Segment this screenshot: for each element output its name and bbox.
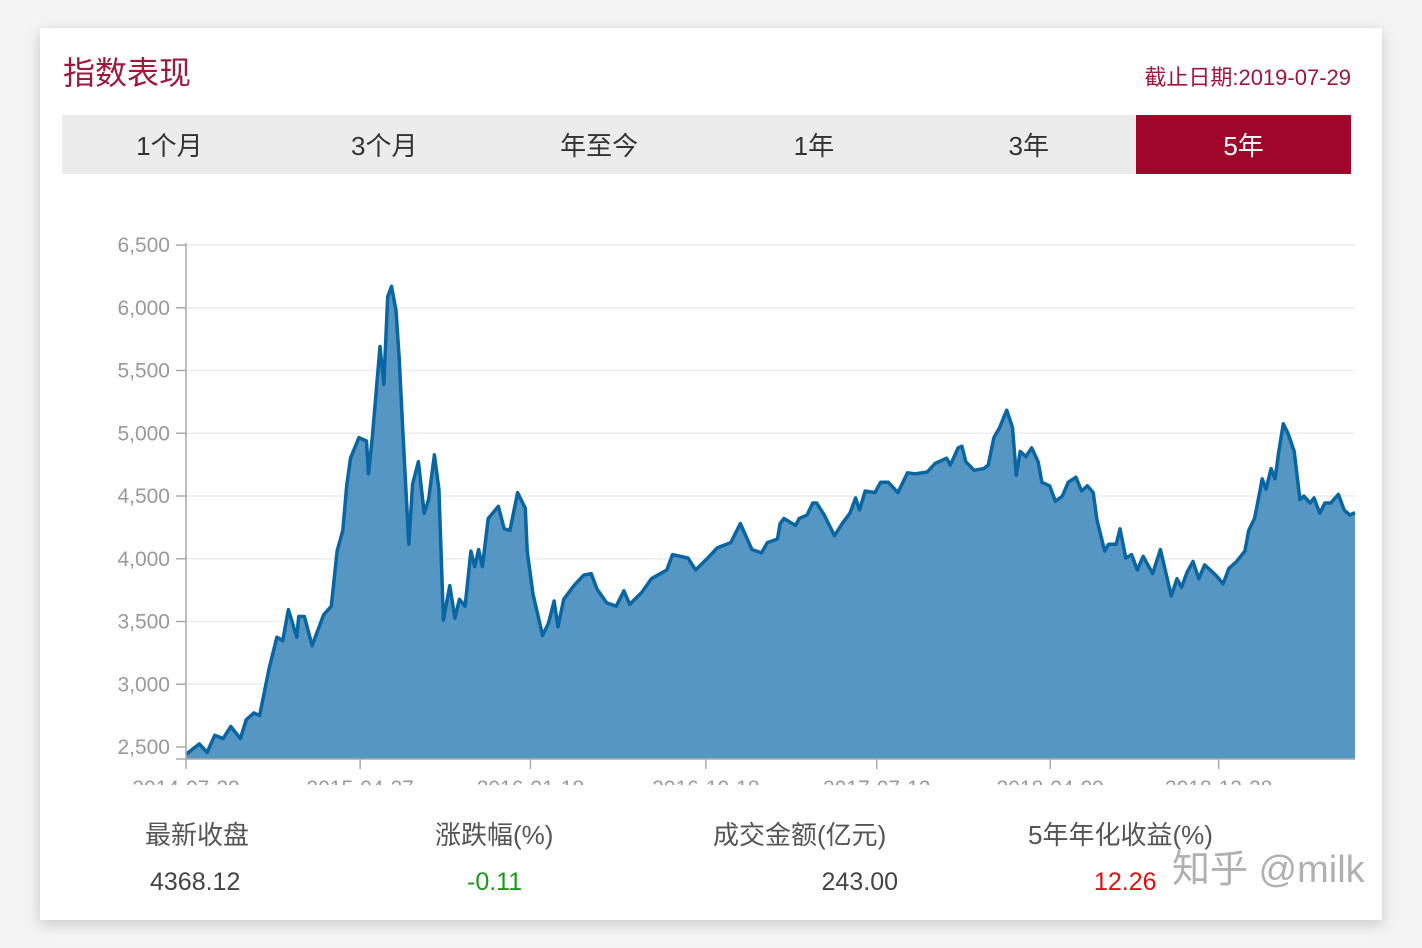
x-tick-label: 2016-01-18 [477, 777, 584, 785]
y-tick-label: 5,500 [117, 360, 170, 383]
tab-1-month[interactable]: 1个月 [136, 131, 203, 161]
tab-3-months[interactable]: 3个月 [351, 131, 418, 161]
x-tick-label: 2018-12-28 [1165, 777, 1272, 785]
page-title: 指数表现 [63, 55, 192, 91]
series-line [184, 284, 1356, 756]
x-tick-label: 2017-07-12 [823, 777, 930, 785]
tab-3-years[interactable]: 3年 [1008, 131, 1049, 161]
period-tabs: 1个月 3个月 年至今 1年 3年 5年 [62, 115, 1351, 174]
y-tick-label: 6,500 [117, 234, 170, 257]
stat-value-latest-close: 4368.12 [150, 868, 241, 896]
index-area-chart: 6,500 6,000 5,500 5,000 4,500 4,000 3,500 3,000… [117, 234, 1356, 785]
stat-value-turnover: 243.00 [821, 868, 898, 896]
y-tick-label: 4,000 [117, 548, 170, 571]
tab-5-years[interactable]: 5年 [1136, 115, 1351, 174]
y-tick-label: 6,000 [117, 297, 170, 320]
series-area [186, 286, 1355, 759]
as-of-date: 截止日期:2019-07-29 [1144, 65, 1351, 90]
x-tick-label: 2016-10-18 [652, 777, 759, 785]
tab-1-year[interactable]: 1年 [793, 131, 835, 161]
x-tick-label: 2018-04-09 [997, 777, 1104, 785]
y-tick-label: 3,500 [117, 611, 170, 634]
tab-ytd[interactable]: 年至今 [560, 131, 639, 161]
watermark: 知乎 @milk [1172, 849, 1365, 891]
stat-label-latest-close: 最新收盘 [145, 820, 250, 850]
stat-label-turnover: 成交金额(亿元) [713, 820, 887, 850]
x-tick-label: 2014-07-29 [132, 777, 239, 785]
index-performance-card: 指数表现 截止日期:2019-07-29 1个月 3个月 年至今 1年 3年 5… [40, 28, 1382, 920]
stat-value-change-pct: -0.11 [467, 868, 523, 896]
y-tick-label: 3,000 [117, 673, 170, 696]
y-tick-label: 5,000 [117, 422, 170, 445]
y-tick-label: 4,500 [117, 485, 170, 508]
stat-value-5y-annualized: 12.26 [1094, 868, 1157, 896]
y-tick-label: 2,500 [117, 736, 170, 759]
x-tick-label: 2015-04-27 [306, 777, 413, 785]
stat-label-change-pct: 涨跌幅(%) [435, 820, 554, 850]
stat-label-5y-annualized: 5年年化收益(%) [1028, 820, 1213, 850]
